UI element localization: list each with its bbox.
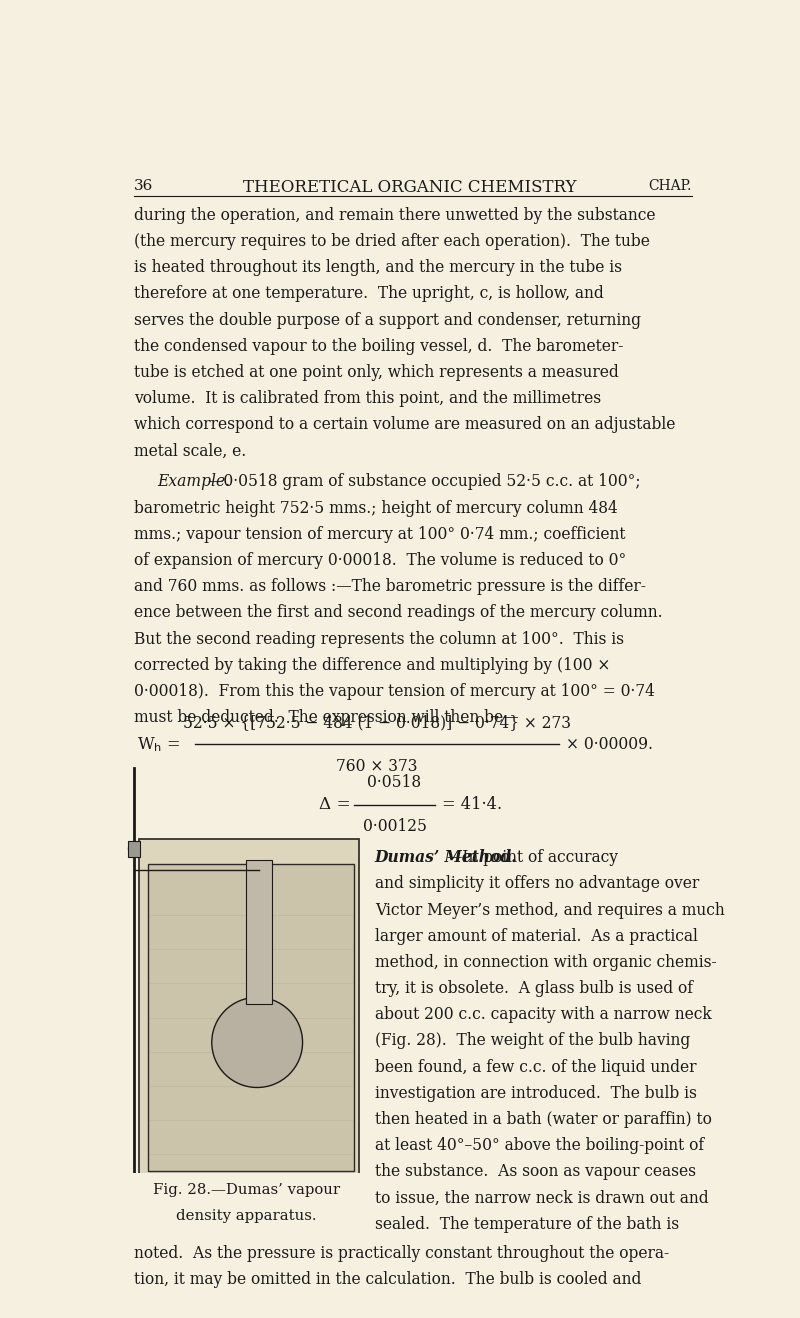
Text: 36: 36 (134, 179, 154, 194)
Bar (148, 865, 354, 1170)
Text: Fig. 28.—Dumas’ vapour: Fig. 28.—Dumas’ vapour (153, 1184, 340, 1197)
Text: during the operation, and remain there unwetted by the substance: during the operation, and remain there u… (134, 207, 656, 224)
Text: CHAP.: CHAP. (649, 179, 692, 194)
Text: × 0·00009.: × 0·00009. (566, 735, 654, 753)
Text: corrected by taking the difference and multiplying by (100 ×: corrected by taking the difference and m… (134, 656, 610, 673)
Text: at least 40°–50° above the boiling-point of: at least 40°–50° above the boiling-point… (374, 1137, 704, 1155)
Text: Δ =: Δ = (319, 796, 351, 813)
Text: (Fig. 28).  The weight of the bulb having: (Fig. 28). The weight of the bulb having (374, 1032, 690, 1049)
Text: is heated throughout its length, and the mercury in the tube is: is heated throughout its length, and the… (134, 260, 622, 277)
Text: 52·5 × {[752·5 − 484 (1 − 0·018)] − 0·74} × 273: 52·5 × {[752·5 − 484 (1 − 0·018)] − 0·74… (183, 714, 571, 730)
Text: barometric height 752·5 mms.; height of mercury column 484: barometric height 752·5 mms.; height of … (134, 500, 618, 517)
Text: volume.  It is calibrated from this point, and the millimetres: volume. It is calibrated from this point… (134, 390, 602, 407)
Text: (the mercury requires to be dried after each operation).  The tube: (the mercury requires to be dried after … (134, 233, 650, 250)
Text: try, it is obsolete.  A glass bulb is used of: try, it is obsolete. A glass bulb is use… (374, 981, 693, 998)
Ellipse shape (212, 998, 302, 1087)
Text: noted.  As the pressure is practically constant throughout the opera-: noted. As the pressure is practically co… (134, 1244, 670, 1261)
Text: tion, it may be omitted in the calculation.  The bulb is cooled and: tion, it may be omitted in the calculati… (134, 1271, 642, 1288)
Text: ence between the first and second readings of the mercury column.: ence between the first and second readin… (134, 605, 662, 621)
Text: 0·00125: 0·00125 (362, 818, 426, 836)
Text: about 200 c.c. capacity with a narrow neck: about 200 c.c. capacity with a narrow ne… (374, 1006, 711, 1023)
Text: must be deducted.  The expression will then be—: must be deducted. The expression will th… (134, 709, 518, 726)
Text: 0·0518: 0·0518 (367, 774, 422, 791)
Text: metal scale, e.: metal scale, e. (134, 443, 246, 460)
Text: THEORETICAL ORGANIC CHEMISTRY: THEORETICAL ORGANIC CHEMISTRY (243, 179, 577, 196)
Text: then heated in a bath (water or paraffin) to: then heated in a bath (water or paraffin… (374, 1111, 711, 1128)
Text: 760 × 373: 760 × 373 (336, 758, 418, 775)
Text: been found, a few c.c. of the liquid under: been found, a few c.c. of the liquid und… (374, 1058, 696, 1075)
Text: But the second reading represents the column at 100°.  This is: But the second reading represents the co… (134, 630, 624, 647)
Text: 0·00018).  From this the vapour tension of mercury at 100° = 0·74: 0·00018). From this the vapour tension o… (134, 683, 655, 700)
Text: which correspond to a certain volume are measured on an adjustable: which correspond to a certain volume are… (134, 416, 675, 434)
Text: serves the double purpose of a support and condenser, returning: serves the double purpose of a support a… (134, 311, 641, 328)
Text: mms.; vapour tension of mercury at 100° 0·74 mm.; coefficient: mms.; vapour tension of mercury at 100° … (134, 526, 626, 543)
Text: therefore at one temperature.  The upright, c, is hollow, and: therefore at one temperature. The uprigh… (134, 286, 604, 302)
Text: of expansion of mercury 0·00018.  The volume is reduced to 0°: of expansion of mercury 0·00018. The vol… (134, 552, 626, 569)
Ellipse shape (129, 842, 140, 855)
Text: Victor Meyer’s method, and requires a much: Victor Meyer’s method, and requires a mu… (374, 902, 725, 919)
Text: tube is etched at one point only, which represents a measured: tube is etched at one point only, which … (134, 364, 619, 381)
Text: W$_\mathrm{h}$ =: W$_\mathrm{h}$ = (138, 735, 181, 754)
Text: Dumas’ Method.: Dumas’ Method. (374, 849, 518, 866)
Bar (128, 841, 140, 857)
Text: to issue, the narrow neck is drawn out and: to issue, the narrow neck is drawn out a… (374, 1190, 708, 1206)
Text: Example.: Example. (158, 473, 230, 490)
Bar (139, 838, 358, 1177)
Text: investigation are introduced.  The bulb is: investigation are introduced. The bulb i… (374, 1085, 697, 1102)
Text: —In point of accuracy: —In point of accuracy (446, 849, 618, 866)
Text: the condensed vapour to the boiling vessel, d.  The barometer-: the condensed vapour to the boiling vess… (134, 337, 623, 355)
Text: and 760 mms. as follows :—The barometric pressure is the differ-: and 760 mms. as follows :—The barometric… (134, 579, 646, 596)
Text: larger amount of material.  As a practical: larger amount of material. As a practica… (374, 928, 698, 945)
Text: —0·0518 gram of substance occupied 52·5 c.c. at 100°;: —0·0518 gram of substance occupied 52·5 … (209, 473, 641, 490)
Text: method, in connection with organic chemis-: method, in connection with organic chemi… (374, 954, 716, 971)
Text: = 41·4.: = 41·4. (442, 796, 502, 813)
Text: sealed.  The temperature of the bath is: sealed. The temperature of the bath is (374, 1215, 678, 1232)
Bar (246, 859, 272, 1004)
Text: and simplicity it offers no advantage over: and simplicity it offers no advantage ov… (374, 875, 699, 892)
Text: the substance.  As soon as vapour ceases: the substance. As soon as vapour ceases (374, 1164, 696, 1181)
Text: density apparatus.: density apparatus. (176, 1209, 317, 1223)
